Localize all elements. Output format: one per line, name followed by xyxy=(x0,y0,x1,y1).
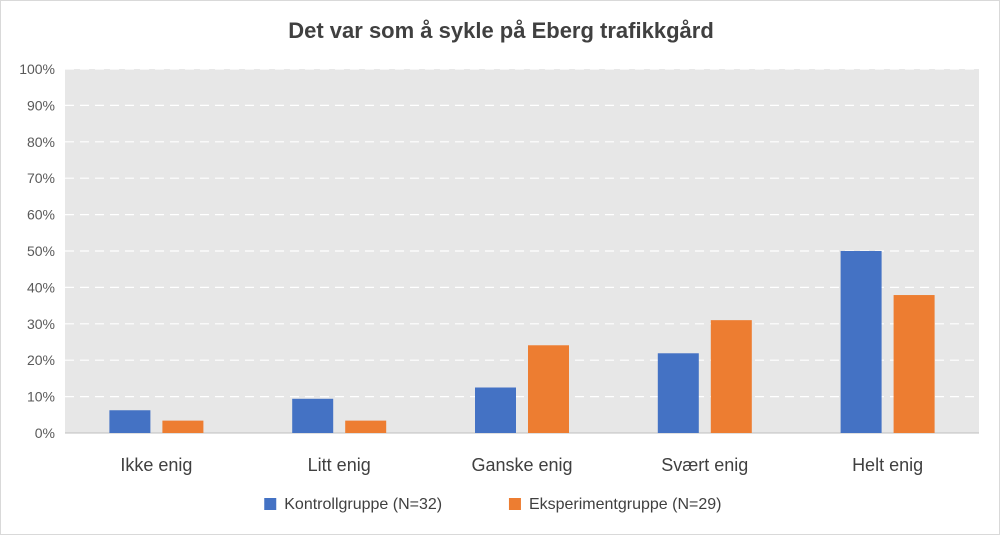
x-tick-label: Helt enig xyxy=(852,455,923,475)
y-tick-label: 100% xyxy=(19,61,55,77)
legend-swatch-eksperimentgruppe xyxy=(508,498,521,510)
bar-kontrollgruppe xyxy=(109,410,151,433)
y-tick-label: 10% xyxy=(27,389,55,405)
y-tick-label: 0% xyxy=(35,425,55,441)
bar-eksperimentgruppe xyxy=(710,320,752,433)
y-tick-label: 90% xyxy=(27,97,55,113)
bar-eksperimentgruppe xyxy=(162,420,204,433)
y-tick-label: 60% xyxy=(27,207,55,223)
bar-eksperimentgruppe xyxy=(893,295,935,433)
bar-kontrollgruppe xyxy=(475,387,516,433)
x-tick-label: Ganske enig xyxy=(471,455,572,475)
chart-title: Det var som å sykle på Eberg trafikkgård xyxy=(288,18,714,43)
x-tick-label: Ikke enig xyxy=(120,455,192,475)
y-tick-label: 30% xyxy=(27,316,55,332)
bar-kontrollgruppe xyxy=(657,353,699,433)
bar-kontrollgruppe xyxy=(292,398,334,433)
x-tick-label: Litt enig xyxy=(308,455,371,475)
y-tick-label: 70% xyxy=(27,170,55,186)
y-tick-label: 40% xyxy=(27,279,55,295)
bar-eksperimentgruppe xyxy=(345,420,387,433)
legend-swatch-kontrollgruppe xyxy=(264,498,277,510)
y-tick-label: 20% xyxy=(27,352,55,368)
y-tick-label: 80% xyxy=(27,134,55,150)
bar-kontrollgruppe xyxy=(840,251,882,433)
x-tick-label: Svært enig xyxy=(661,455,748,475)
legend-label: Kontrollgruppe (N=32) xyxy=(284,496,442,513)
y-tick-label: 50% xyxy=(27,243,55,259)
legend: Kontrollgruppe (N=32) Eksperimentgruppe (… xyxy=(264,496,721,513)
bar-eksperimentgruppe xyxy=(528,345,569,433)
legend-label: Eksperimentgruppe (N=29) xyxy=(529,496,722,513)
plot-area: 0% 10% 20% 30% 40% 50% 60% 70% 80% 90% 100% Ikke en… xyxy=(19,61,979,475)
